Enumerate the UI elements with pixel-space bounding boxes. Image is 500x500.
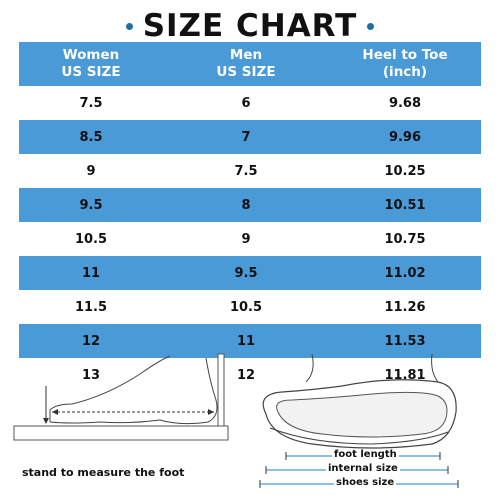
men-size-cell: 12	[236, 367, 256, 383]
length-cell: 10.75	[384, 231, 426, 247]
length-cell: 10.25	[384, 163, 426, 179]
table-row: 8.5 7 9.96	[19, 120, 481, 154]
foot-length-label: foot length	[332, 449, 399, 460]
floor-board	[13, 425, 229, 441]
women-size-cell: 12	[81, 333, 101, 349]
length-cell: 10.51	[384, 197, 426, 213]
table-row: 10.5 9 10.75	[19, 222, 481, 256]
table-row: 12 11 11.53	[19, 324, 481, 358]
sole-line	[269, 427, 449, 445]
header-men: Men US SIZE	[216, 47, 276, 80]
women-size-cell: 8.5	[79, 129, 103, 145]
women-size-cell: 9	[86, 163, 96, 179]
marker-head	[43, 418, 49, 424]
title-dot-left	[125, 22, 133, 30]
women-size-cell: 10.5	[74, 231, 108, 247]
length-cell: 11.02	[384, 265, 426, 281]
men-size-cell: 9.5	[234, 265, 258, 281]
header-heel-to-toe: Heel to Toe (inch)	[362, 47, 448, 80]
women-size-cell: 13	[81, 367, 101, 383]
men-size-cell: 7	[241, 129, 251, 145]
size-table: Women US SIZE Men US SIZE Heel to Toe (i…	[19, 42, 481, 392]
men-size-cell: 9	[241, 231, 251, 247]
table-row: 11.5 10.5 11.26	[19, 290, 481, 324]
men-size-cell: 11	[236, 333, 256, 349]
leg-outline-front	[431, 353, 439, 383]
internal-size-label: internal size	[326, 463, 400, 474]
arrow-head-right	[208, 409, 214, 415]
title-dot-right	[367, 22, 375, 30]
women-size-cell: 7.5	[79, 95, 103, 111]
women-size-cell: 11.5	[74, 299, 108, 315]
arrow-head-left	[52, 409, 58, 415]
men-size-cell: 7.5	[234, 163, 258, 179]
wall-shape	[217, 353, 225, 427]
table-row: 9 7.5 10.25	[19, 154, 481, 188]
header-women: Women US SIZE	[61, 47, 121, 80]
page-title: SIZE CHART	[142, 8, 358, 44]
women-size-cell: 11	[81, 265, 101, 281]
diagram-caption: stand to measure the foot	[22, 466, 185, 479]
table-row: 7.5 6 9.68	[19, 86, 481, 120]
table-row: 13 12 11.81	[19, 358, 481, 392]
foot-measure-illustration	[13, 353, 229, 441]
title-row: SIZE CHART	[0, 6, 500, 46]
table-row: 11 9.5 11.02	[19, 256, 481, 290]
table-row: 9.5 8 10.51	[19, 188, 481, 222]
length-cell: 11.53	[384, 333, 426, 349]
shoe-size-illustration	[259, 353, 459, 488]
shoes-size-label: shoes size	[334, 477, 397, 488]
foot-outline-sole	[49, 357, 218, 425]
men-size-cell: 8	[241, 197, 251, 213]
table-header: Women US SIZE Men US SIZE Heel to Toe (i…	[19, 42, 481, 86]
leg-outline-back	[305, 353, 314, 383]
women-size-cell: 9.5	[79, 197, 103, 213]
length-cell: 11.81	[384, 367, 426, 383]
men-size-cell: 10.5	[229, 299, 263, 315]
shoe-inner	[276, 391, 448, 438]
length-cell: 11.26	[384, 299, 426, 315]
length-cell: 9.96	[388, 129, 422, 145]
length-cell: 9.68	[388, 95, 422, 111]
foot-outline-top	[49, 355, 171, 422]
men-size-cell: 6	[241, 95, 251, 111]
